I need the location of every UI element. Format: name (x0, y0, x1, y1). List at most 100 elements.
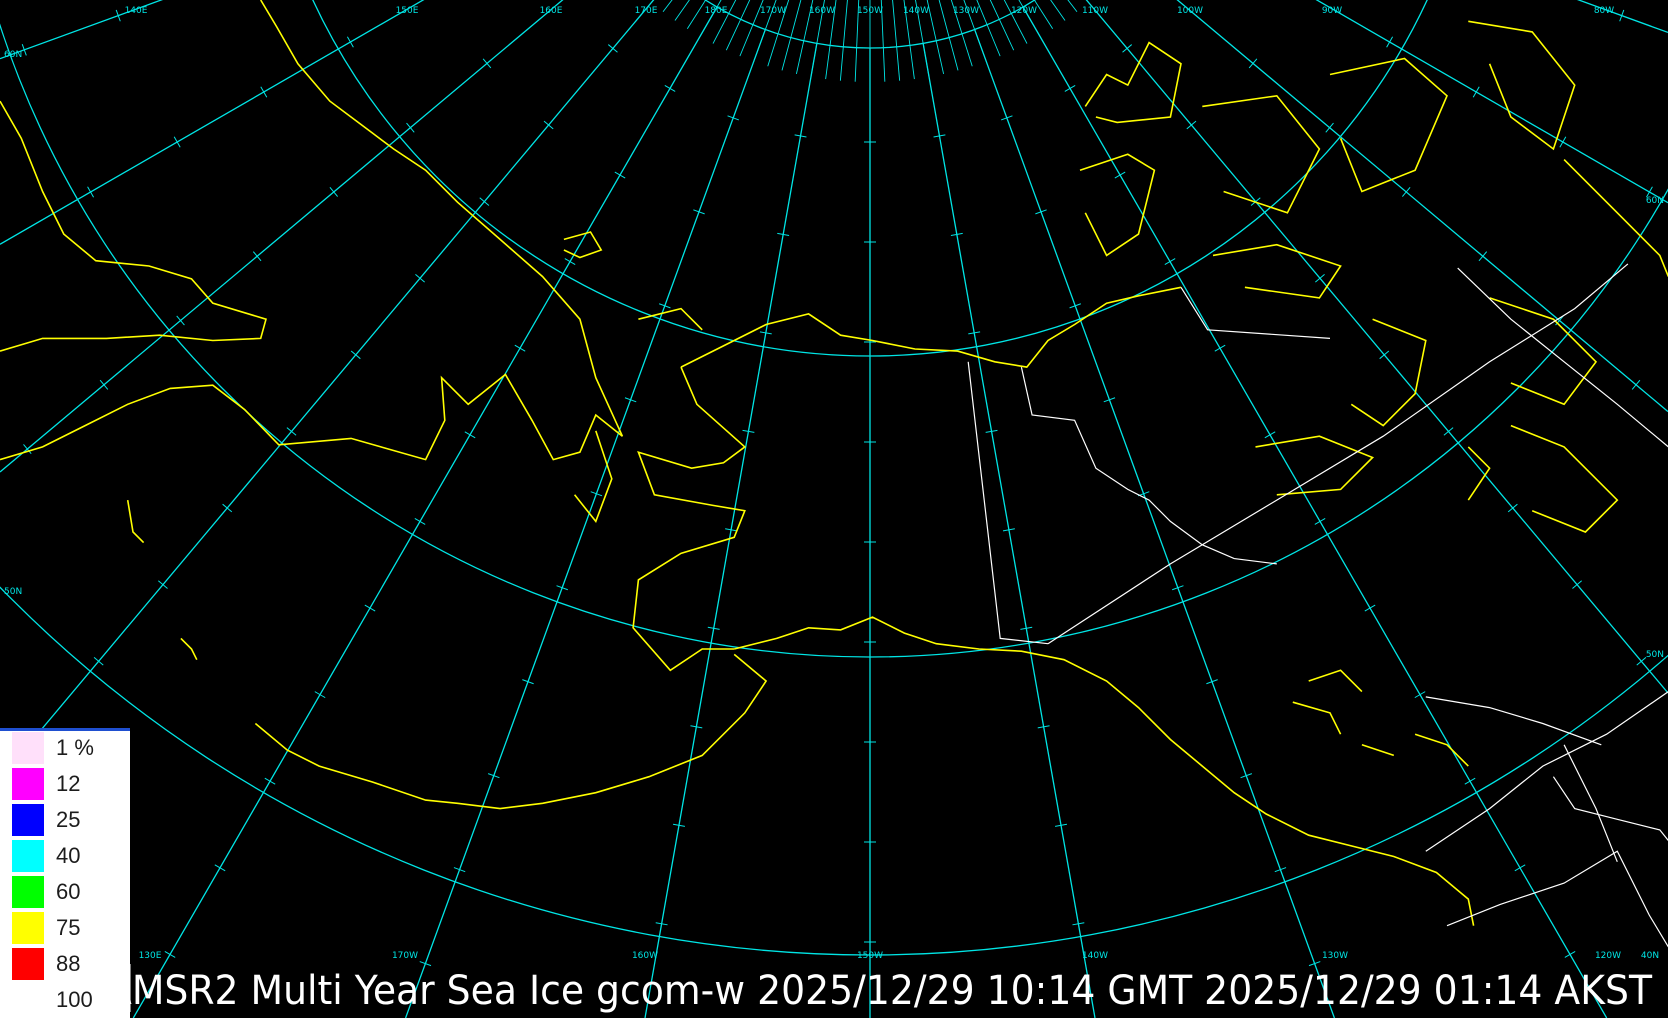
meridian-tick (1114, 171, 1126, 179)
meridian-tick (87, 186, 95, 198)
graticule-tick (795, 0, 814, 75)
meridian-tick (759, 331, 772, 335)
meridian-tick (1478, 251, 1488, 262)
coastline (126, 499, 145, 544)
meridian-tick (1443, 427, 1454, 436)
meridian-tick (614, 171, 626, 179)
graticule-tick (839, 0, 848, 81)
graticule-tick (903, 0, 915, 80)
meridian-line (0, 0, 655, 780)
graticule-tick (976, 0, 1001, 57)
top-longitude-label: 110W (1082, 6, 1108, 16)
bottom-longitude-label: 170W (392, 951, 418, 961)
meridian-tick (406, 122, 415, 133)
graticule-tick (926, 0, 945, 75)
meridian-tick (1379, 350, 1390, 360)
latitude-circle-50n (0, 586, 1668, 956)
meridian-tick (176, 315, 185, 326)
meridian-line (922, 43, 1096, 1018)
legend-swatch (12, 804, 44, 836)
border-line (1180, 286, 1331, 339)
graticule-tick (1018, 0, 1041, 37)
top-longitude-label: 150E (396, 6, 419, 16)
meridian-tick (1464, 777, 1476, 785)
meridian-tick (968, 331, 981, 335)
meridian-line (0, 0, 425, 245)
coastline (1350, 318, 1427, 427)
coastline (1510, 424, 1619, 533)
meridian-tick (1414, 691, 1426, 699)
graticule-tick (725, 0, 751, 51)
coastline (0, 0, 624, 461)
meridian-tick (1020, 626, 1033, 630)
meridian-tick (693, 209, 705, 215)
coastline (1361, 744, 1395, 757)
meridian-tick (522, 679, 534, 685)
graticule-tick (892, 0, 901, 81)
graticule-tick (938, 0, 959, 71)
coastline (1212, 243, 1342, 299)
bottom-longitude-label: 130E (139, 951, 162, 961)
graticule-tick (686, 0, 707, 29)
meridian-tick (99, 379, 109, 390)
meridian-line (644, 43, 818, 1018)
coastlines (0, 0, 1668, 926)
meridian-tick (21, 44, 27, 56)
meridian-tick (1072, 922, 1085, 926)
left-latitude-label: 50N (4, 587, 22, 597)
border-line (1425, 691, 1668, 852)
meridian-tick (314, 691, 326, 699)
meridian-tick (1507, 503, 1518, 513)
top-longitude-label: 140E (125, 6, 148, 16)
meridian-tick (1069, 303, 1082, 309)
top-longitude-label: 160W (809, 6, 835, 16)
meridian-tick (1055, 823, 1068, 827)
meridian-tick (286, 427, 297, 436)
meridian-tick (222, 503, 233, 513)
meridian-tick (777, 232, 790, 236)
graticule-tick (963, 0, 987, 62)
legend-swatch (12, 912, 44, 944)
meridian-tick (414, 517, 426, 525)
legend-swatch (12, 732, 44, 764)
meridian-tick (690, 725, 703, 729)
meridian-tick (1314, 517, 1326, 525)
border-line (967, 361, 1049, 645)
graticule-tick (825, 0, 837, 80)
coastline (1292, 701, 1342, 735)
meridian-tick (1064, 84, 1076, 92)
meridian-tick (1308, 961, 1321, 967)
meridian-tick (1214, 344, 1226, 352)
meridian-tick (329, 187, 339, 197)
coastline (1468, 20, 1576, 151)
meridian-tick (1240, 773, 1253, 779)
meridian-tick (727, 115, 740, 121)
graticule-tick (739, 0, 764, 57)
meridian-tick (1274, 867, 1287, 873)
bottom-longitude-label: 40N (1641, 951, 1659, 961)
graticule-tick (767, 0, 790, 67)
coastline (632, 366, 747, 672)
meridian-tick (1186, 120, 1197, 130)
meridian-tick (364, 604, 376, 612)
coastline (734, 616, 1475, 926)
meridian-tick (658, 303, 671, 309)
top-longitude-label: 100W (1177, 6, 1203, 16)
meridian-tick (1559, 136, 1567, 148)
meridian-tick (624, 397, 637, 403)
meridian-line (1085, 0, 1668, 694)
legend-swatch (12, 840, 44, 872)
meridian-tick (1264, 431, 1276, 439)
coastline (180, 637, 198, 661)
meridian-tick (260, 86, 268, 98)
meridian-tick (1172, 585, 1184, 591)
meridian-line (974, 29, 1336, 1018)
meridian-tick (1645, 186, 1653, 198)
top-longitude-label: 120W (1011, 6, 1037, 16)
meridian-tick (1636, 657, 1647, 666)
right-latitude-label: 60N (1646, 196, 1664, 206)
meridian-tick (556, 585, 568, 591)
coastline (1079, 153, 1156, 257)
